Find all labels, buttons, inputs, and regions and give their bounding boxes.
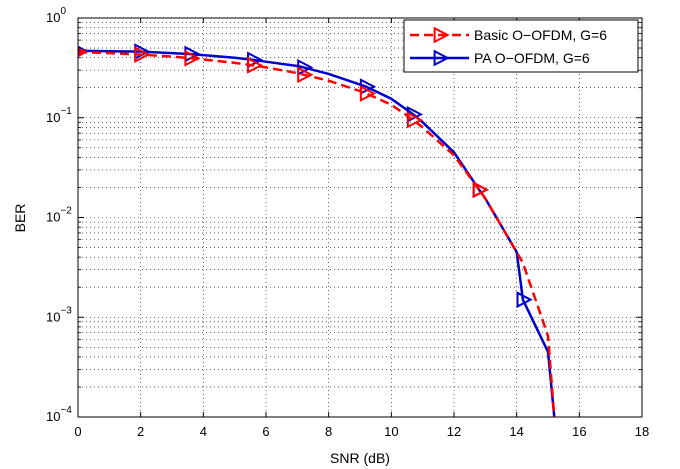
legend: Basic O−OFDM, G=6 PA O−OFDM, G=6 — [403, 19, 639, 73]
series-basic — [78, 46, 556, 417]
legend-label: PA O−OFDM, G=6 — [474, 50, 590, 66]
series-marker — [78, 45, 88, 56]
x-tick-label: 8 — [325, 424, 332, 439]
series-marker — [516, 291, 533, 309]
y-tick-label: 10−2 — [46, 206, 72, 225]
series-marker — [78, 47, 88, 58]
x-tick-label: 12 — [447, 424, 461, 439]
series-marker — [134, 46, 151, 63]
x-axis-label: SNR (dB) — [330, 450, 390, 466]
x-tick-label: 14 — [509, 424, 523, 439]
series-marker — [406, 111, 424, 129]
series-line — [78, 50, 556, 417]
legend-box — [403, 19, 639, 73]
x-tick-label: 2 — [137, 424, 144, 439]
x-tick-label: 4 — [200, 424, 207, 439]
x-tick-label: 0 — [74, 424, 81, 439]
grid — [78, 18, 642, 417]
ticks: 0 2 4 6 8 10 12 14 16 18 100 10−1 10−2 10−3 10−4 — [46, 6, 649, 439]
series-marker — [184, 49, 201, 67]
y-tick-label: 10−4 — [46, 405, 72, 424]
y-axis-label: BER — [12, 204, 28, 233]
y-tick-label: 100 — [46, 6, 66, 25]
series-marker — [297, 66, 314, 84]
x-tick-label: 6 — [262, 424, 269, 439]
series-marker — [247, 56, 264, 74]
legend-marker — [433, 26, 450, 44]
y-tick-label: 10−1 — [46, 106, 72, 125]
legend-marker — [433, 49, 450, 67]
x-tick-label: 18 — [635, 424, 649, 439]
x-tick-label: 10 — [384, 424, 398, 439]
series-marker — [359, 85, 377, 102]
series-marker — [472, 181, 489, 199]
x-tick-label: 16 — [572, 424, 586, 439]
series-layer — [78, 43, 556, 417]
legend-label: Basic O−OFDM, G=6 — [474, 27, 607, 43]
y-tick-label: 10−3 — [46, 305, 72, 324]
